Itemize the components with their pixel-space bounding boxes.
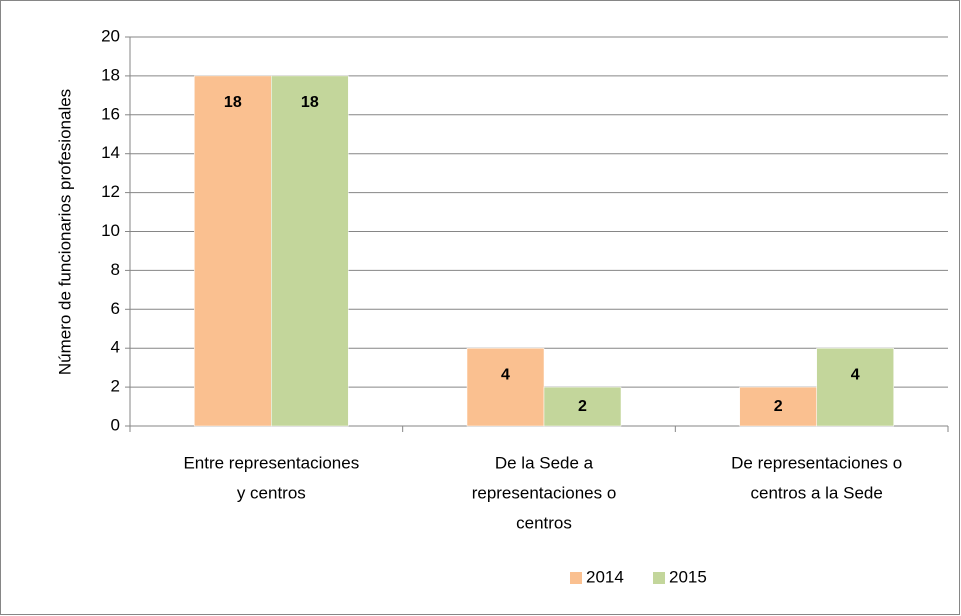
value-label: 4 <box>851 366 860 383</box>
y-tick-label: 0 <box>111 415 120 434</box>
value-label: 2 <box>578 398 587 415</box>
y-tick-label: 12 <box>101 182 120 201</box>
y-tick-label: 20 <box>101 26 120 45</box>
bar <box>271 75 349 427</box>
legend-label: 2015 <box>669 567 707 586</box>
value-label: 4 <box>501 366 510 383</box>
legend-swatch <box>653 572 665 584</box>
x-tick-label: De la Sede a <box>495 453 594 472</box>
y-tick-label: 14 <box>101 143 120 162</box>
value-label: 18 <box>224 94 242 111</box>
y-tick-label: 6 <box>111 299 120 318</box>
legend-label: 2014 <box>586 567 624 586</box>
y-axis-label: Número de funcionarios profesionales <box>55 89 74 375</box>
x-tick-label: centros <box>516 513 572 532</box>
y-tick-label: 8 <box>111 260 120 279</box>
y-tick-label: 18 <box>101 65 120 84</box>
legend-swatch <box>570 572 582 584</box>
bar <box>739 386 817 427</box>
value-label: 18 <box>301 94 319 111</box>
x-tick-label: De representaciones o <box>731 453 902 472</box>
x-tick-label: y centros <box>237 483 306 502</box>
bar <box>194 75 272 427</box>
bar <box>816 347 894 427</box>
x-tick-label: centros a la Sede <box>751 483 883 502</box>
y-tick-label: 16 <box>101 104 120 123</box>
x-tick-label: representaciones o <box>472 483 617 502</box>
x-tick-label: Entre representaciones <box>183 453 359 472</box>
value-label: 2 <box>774 398 783 415</box>
bar <box>466 347 545 427</box>
y-tick-label: 2 <box>111 377 120 396</box>
y-tick-label: 4 <box>111 338 120 357</box>
y-tick-label: 10 <box>101 221 120 240</box>
bar <box>543 386 622 427</box>
